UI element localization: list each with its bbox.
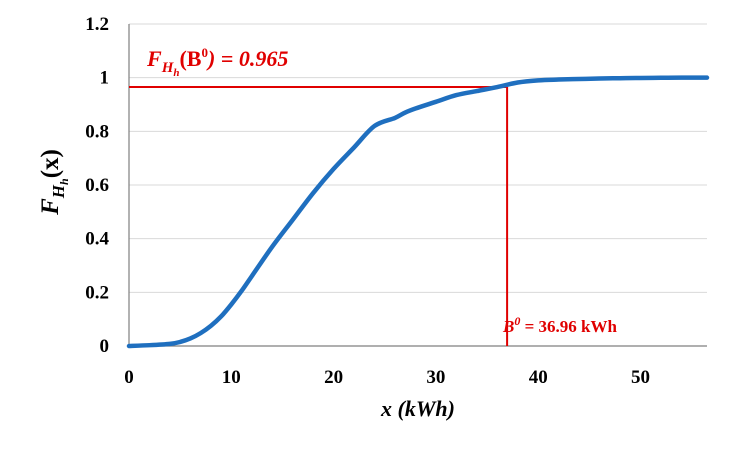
y-tick-label: 1 (100, 68, 110, 89)
x-tick-label: 50 (631, 367, 650, 388)
x-tick-labels: 0 10 20 30 40 50 (124, 367, 650, 388)
y-tick-label: 0.2 (85, 282, 109, 303)
y-tick-label: 1.2 (85, 14, 109, 35)
cdf-line-0 (126, 75, 710, 349)
axes (128, 24, 707, 347)
y-tick-labels: 0 0.2 0.4 0.6 0.8 1 1.2 (85, 14, 109, 357)
y-tick-label: 0.4 (85, 229, 109, 250)
cdf-series (126, 75, 710, 349)
y-axis-label: FHh(x) (37, 149, 71, 216)
x-tick-label: 30 (426, 367, 445, 388)
x-tick-label: 20 (324, 367, 343, 388)
x-axis-label: x (kWh) (380, 396, 455, 421)
y-tick-label: 0.8 (85, 121, 109, 142)
y-tick-label: 0 (100, 336, 110, 357)
annotation-bottom: B0 = 36.96 kWh (502, 314, 617, 336)
y-tick-label: 0.6 (85, 175, 109, 196)
annotation-top: FHh(B0) = 0.965 (146, 45, 288, 79)
x-tick-label: 40 (529, 367, 548, 388)
marker-lines (129, 86, 509, 346)
x-tick-label: 0 (124, 367, 134, 388)
grid-lines (129, 23, 707, 293)
x-tick-label: 10 (222, 367, 241, 388)
